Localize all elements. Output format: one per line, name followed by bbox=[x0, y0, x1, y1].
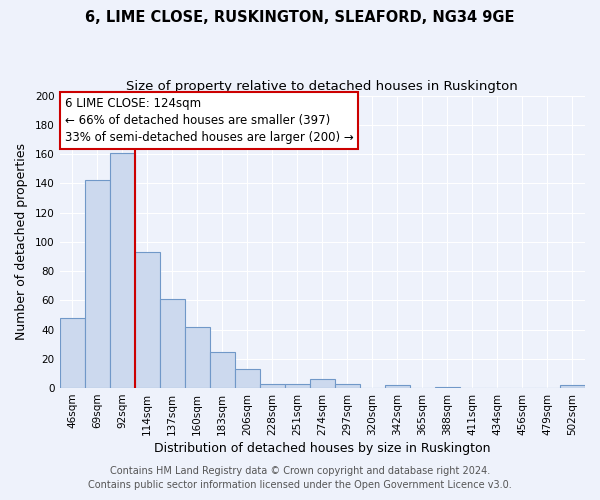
Bar bbox=[335, 384, 360, 388]
Bar bbox=[560, 385, 585, 388]
X-axis label: Distribution of detached houses by size in Ruskington: Distribution of detached houses by size … bbox=[154, 442, 491, 455]
Text: Contains HM Land Registry data © Crown copyright and database right 2024.
Contai: Contains HM Land Registry data © Crown c… bbox=[88, 466, 512, 490]
Bar bbox=[85, 180, 110, 388]
Bar bbox=[435, 386, 460, 388]
Bar bbox=[110, 152, 134, 388]
Bar bbox=[185, 326, 209, 388]
Bar bbox=[235, 369, 260, 388]
Bar bbox=[209, 352, 235, 388]
Text: 6, LIME CLOSE, RUSKINGTON, SLEAFORD, NG34 9GE: 6, LIME CLOSE, RUSKINGTON, SLEAFORD, NG3… bbox=[85, 10, 515, 25]
Bar bbox=[59, 318, 85, 388]
Text: 6 LIME CLOSE: 124sqm
← 66% of detached houses are smaller (397)
33% of semi-deta: 6 LIME CLOSE: 124sqm ← 66% of detached h… bbox=[65, 97, 353, 144]
Bar bbox=[134, 252, 160, 388]
Bar bbox=[285, 384, 310, 388]
Bar bbox=[160, 299, 185, 388]
Bar bbox=[385, 385, 410, 388]
Title: Size of property relative to detached houses in Ruskington: Size of property relative to detached ho… bbox=[127, 80, 518, 93]
Y-axis label: Number of detached properties: Number of detached properties bbox=[15, 144, 28, 340]
Bar bbox=[260, 384, 285, 388]
Bar bbox=[310, 380, 335, 388]
